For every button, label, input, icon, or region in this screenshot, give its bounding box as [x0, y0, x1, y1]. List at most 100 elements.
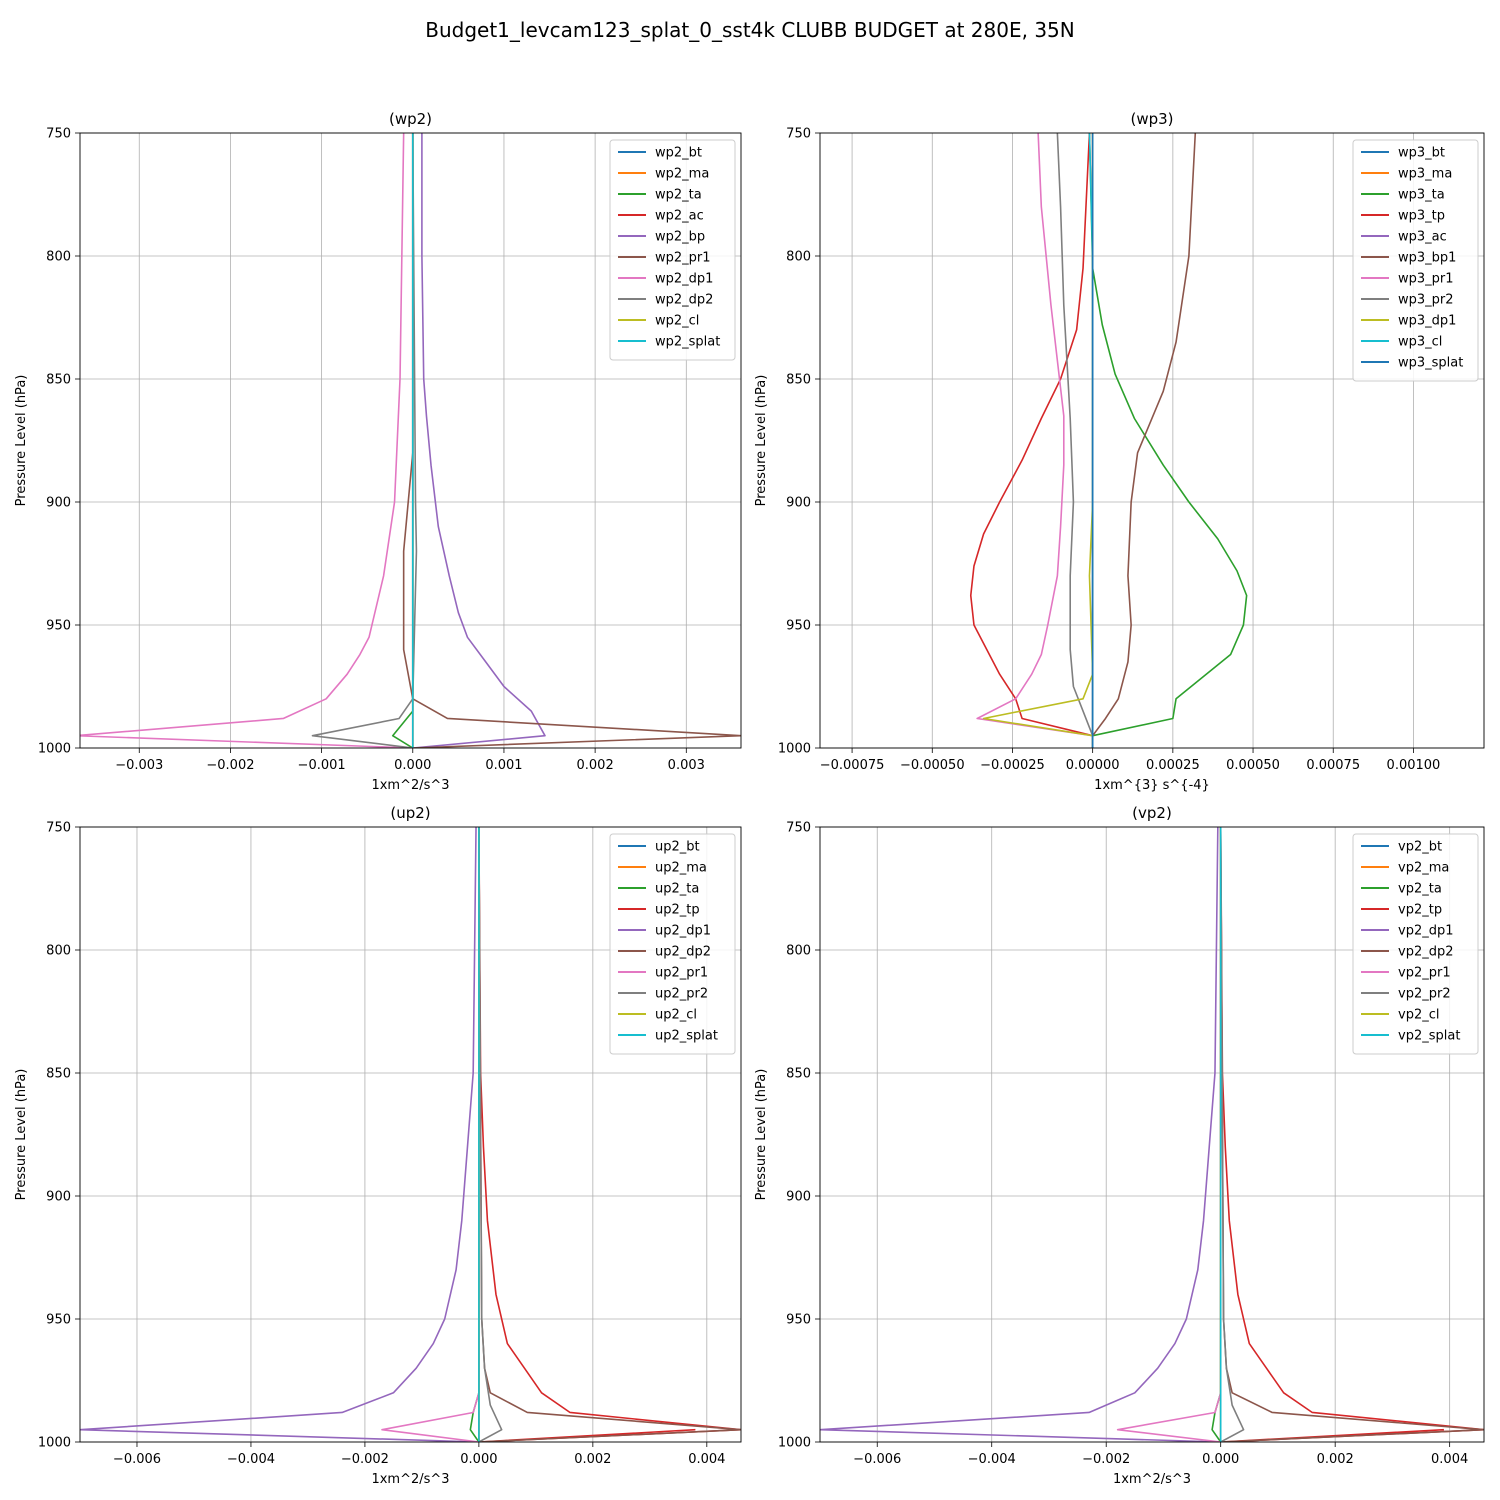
legend-entry: vp2_bt [1398, 840, 1442, 855]
y-tick-label: 850 [786, 1067, 811, 1082]
x-tick-label: −0.004 [968, 1452, 1016, 1467]
legend-entry: up2_tp [655, 903, 700, 918]
legend-entry: vp2_dp2 [1398, 945, 1454, 960]
y-tick-label: 900 [786, 1190, 811, 1205]
panel-vp2: −0.006 −0.004 −0.002 0.000 0.002 0.004 750 800 8… [754, 804, 1485, 1487]
y-tick-label: 800 [46, 944, 71, 959]
series-group [80, 133, 741, 748]
legend-entry: wp2_bp [655, 230, 705, 245]
y-tick-label: 900 [786, 496, 811, 511]
y-tick-label: 850 [46, 373, 71, 388]
legend-entry: wp3_tp [1398, 209, 1445, 224]
legend-entry: wp3_pr1 [1398, 272, 1454, 287]
panels: −0.003 −0.002 −0.001 0.000 0.001 0.002 0.003 75… [14, 110, 1485, 1487]
series-line-up2_dp1 [80, 827, 479, 1442]
series-line-vp2_pr2 [1219, 827, 1245, 1442]
y-tick-label: 950 [46, 619, 71, 634]
legend-entry: wp3_bt [1398, 146, 1445, 161]
legend-entry: wp3_bp1 [1398, 251, 1456, 266]
series-group [820, 827, 1484, 1442]
legend-entry: wp2_pr1 [655, 251, 711, 266]
x-tick-label: −0.003 [115, 758, 163, 773]
x-tick-label: −0.001 [298, 758, 346, 773]
legend-entry: wp3_ma [1398, 167, 1452, 182]
y-tick-label: 950 [46, 1313, 71, 1328]
legend-entry: up2_ma [655, 861, 707, 876]
axes-frame [819, 826, 1485, 1443]
axes-frame [819, 132, 1485, 749]
legend-entry: vp2_tp [1398, 903, 1442, 918]
series-line-wp3_ta [1088, 133, 1248, 748]
y-tick-label: 850 [786, 373, 811, 388]
legend-entry: up2_ta [655, 882, 699, 897]
x-tick-label: 0.002 [1317, 1452, 1354, 1467]
legend-entry: wp2_ac [655, 209, 704, 224]
legend-entry: up2_dp2 [655, 945, 711, 960]
legend-entry: wp2_ma [655, 167, 709, 182]
y-tick-label: 800 [786, 944, 811, 959]
x-tick-label: 0.00100 [1387, 758, 1441, 773]
legend-entry: up2_pr1 [655, 966, 708, 981]
legend-entry: wp2_dp1 [655, 272, 713, 287]
panel-wp2: −0.003 −0.002 −0.001 0.000 0.001 0.002 0.003 75… [14, 110, 742, 793]
axes-frame [79, 826, 742, 1443]
x-tick-label: −0.002 [206, 758, 254, 773]
x-tick-label: 0.00050 [1226, 758, 1280, 773]
figure-title: Budget1_levcam123_splat_0_sst4k CLUBB BU… [425, 18, 1075, 42]
panel-title: (wp2) [389, 110, 432, 128]
series-group [80, 827, 741, 1442]
x-tick-label: −0.002 [1082, 1452, 1130, 1467]
panel-up2: −0.006 −0.004 −0.002 0.000 0.002 0.004 750 800 8… [14, 804, 742, 1487]
x-tick-label: 0.000 [1202, 1452, 1239, 1467]
legend-entry: wp2_dp2 [655, 293, 713, 308]
x-tick-label: 0.004 [1431, 1452, 1468, 1467]
y-tick-label: 750 [786, 127, 811, 142]
panel-title: (vp2) [1132, 804, 1172, 822]
legend-entry: wp2_ta [655, 188, 702, 203]
x-axis-label: 1xm^{3} s^{-4} [1094, 778, 1210, 793]
legend-entry: wp3_cl [1398, 335, 1442, 350]
y-tick-label: 900 [46, 1190, 71, 1205]
series-line-up2_pr2 [478, 827, 503, 1442]
x-axis-label: 1xm^2/s^3 [371, 1472, 449, 1487]
series-group [969, 133, 1248, 748]
x-axis-label: 1xm^2/s^3 [1113, 1472, 1191, 1487]
legend-entry: vp2_dp1 [1398, 924, 1454, 939]
y-tick-label: 950 [786, 1313, 811, 1328]
x-tick-label: 0.00075 [1306, 758, 1360, 773]
y-tick-label: 1000 [778, 1436, 811, 1451]
legend-entry: up2_dp1 [655, 924, 711, 939]
legend-entry: up2_splat [655, 1029, 718, 1044]
legend-entry: up2_pr2 [655, 987, 708, 1002]
legend-entry: wp2_bt [655, 146, 702, 161]
x-tick-label: −0.00050 [900, 758, 965, 773]
legend-entry: wp2_splat [655, 335, 720, 350]
y-tick-label: 750 [46, 821, 71, 836]
x-tick-label: 0.002 [574, 1452, 611, 1467]
y-tick-label: 800 [46, 250, 71, 265]
panel-title: (up2) [390, 804, 430, 822]
series-line-wp3_bp1 [1091, 133, 1197, 748]
series-line-wp3_pr2 [1056, 133, 1094, 748]
legend-entry: up2_cl [655, 1008, 697, 1023]
axes-frame [79, 132, 742, 749]
y-tick-label: 1000 [38, 742, 71, 757]
x-tick-label: 0.001 [485, 758, 522, 773]
series-line-vp2_dp1 [820, 827, 1221, 1442]
legend-entry: vp2_ma [1398, 861, 1449, 876]
legend-entry: wp3_dp1 [1398, 314, 1456, 329]
x-tick-label: 0.004 [688, 1452, 725, 1467]
y-axis-label: Pressure Level (hPa) [14, 1069, 29, 1201]
series-line-wp3_pr1 [976, 133, 1094, 748]
x-tick-label: −0.006 [853, 1452, 901, 1467]
legend: up2_bt up2_ma up2_ta up2_tp up2_dp1 up2_dp2up… [609, 833, 736, 1055]
y-tick-label: 750 [786, 821, 811, 836]
legend-entry: vp2_cl [1398, 1008, 1439, 1023]
x-tick-label: 0.00000 [1066, 758, 1120, 773]
legend: wp2_bt wp2_ma wp2_ta wp2_ac wp2_bp wp2_pr1 wp2… [609, 139, 736, 361]
legend-entry: wp2_cl [655, 314, 699, 329]
series-line-wp2_pr1 [402, 133, 741, 748]
legend-entry: vp2_ta [1398, 882, 1442, 897]
